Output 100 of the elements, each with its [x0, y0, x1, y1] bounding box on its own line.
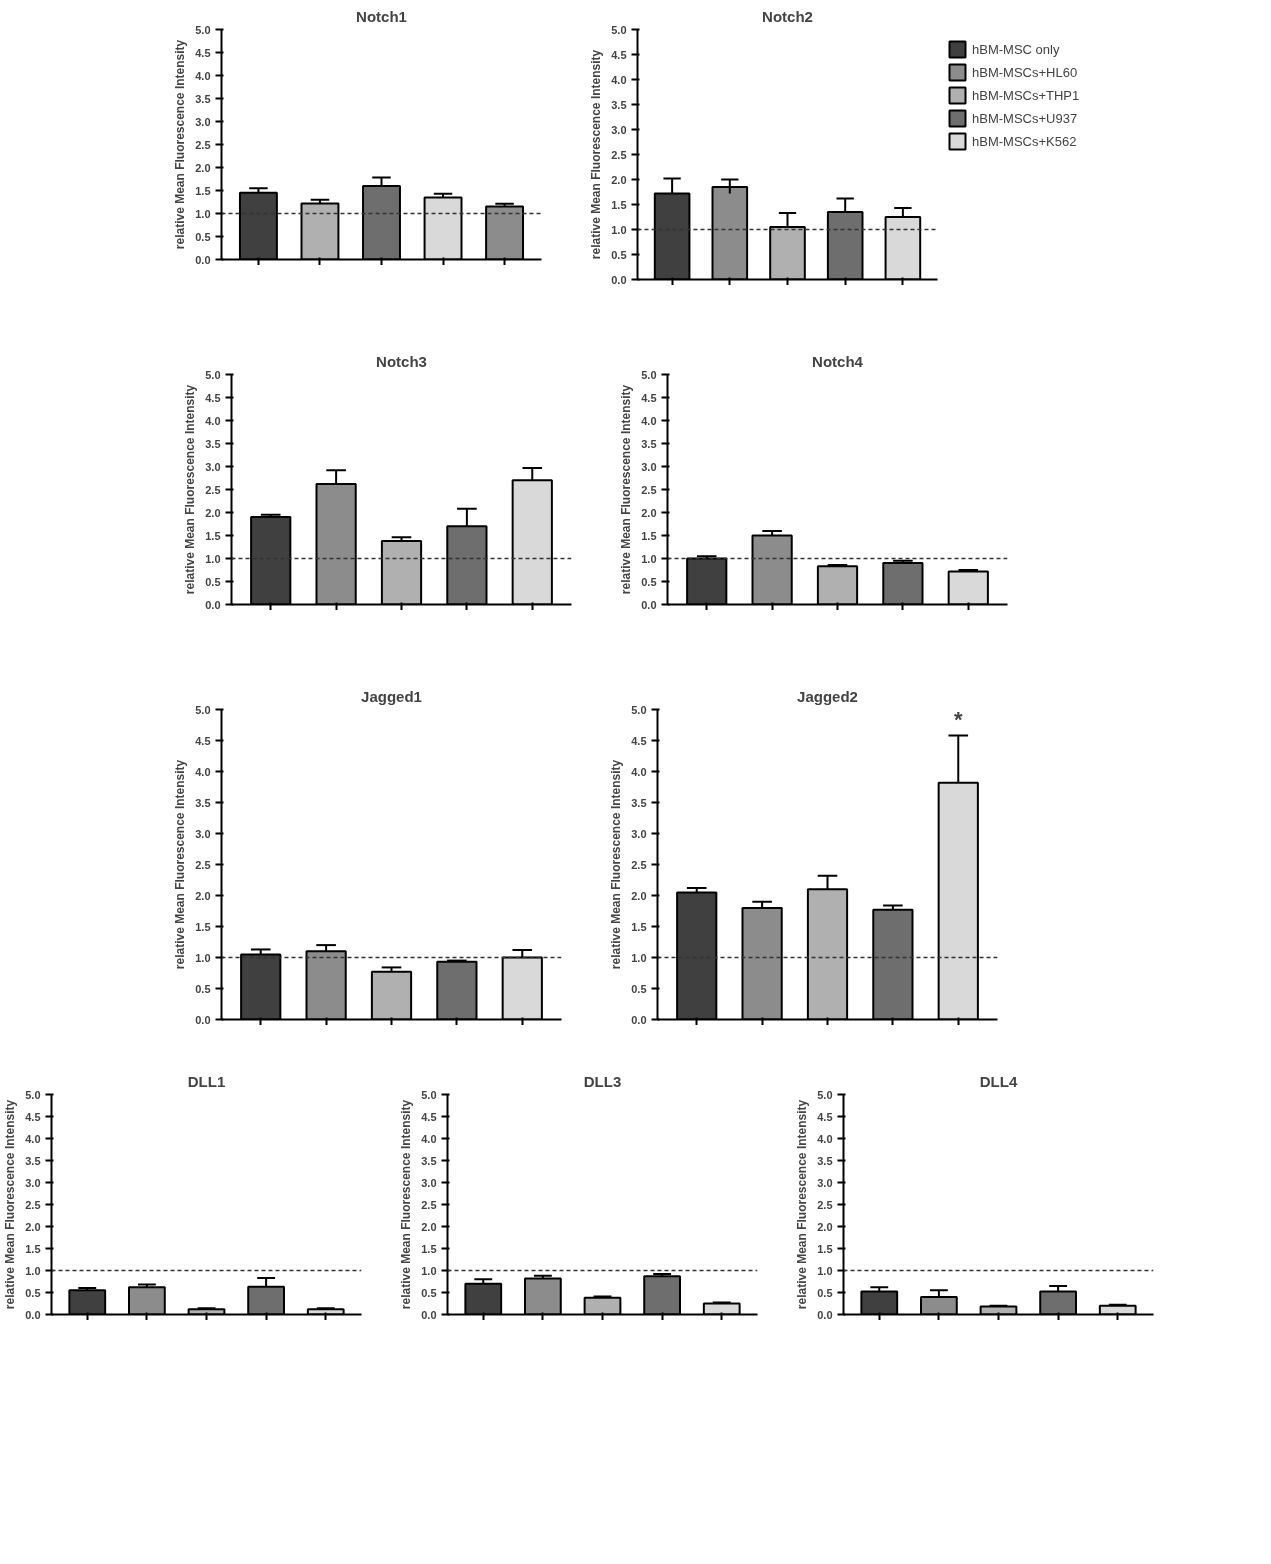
y-tick-label: 2.5 — [421, 1198, 437, 1211]
chart-title: DLL1 — [187, 1072, 226, 1090]
y-tick-label: 0.5 — [205, 575, 221, 588]
y-tick-label: 3.0 — [25, 1176, 41, 1189]
y-tick-label: 4.0 — [631, 765, 647, 778]
y-tick-label: 0.0 — [641, 598, 657, 611]
y-tick-label: 2.0 — [195, 161, 211, 174]
y-tick-label: 0.5 — [421, 1286, 437, 1299]
y-tick-label: 0.0 — [195, 1013, 211, 1026]
y-tick-label: 2.5 — [195, 858, 211, 871]
legend-label: hBM-MSCs+HL60 — [972, 64, 1078, 80]
legend-label: hBM-MSCs+U937 — [972, 110, 1078, 126]
y-tick-label: 1.0 — [195, 951, 211, 964]
y-tick-label: 1.0 — [631, 951, 647, 964]
y-tick-label: 4.0 — [817, 1132, 833, 1145]
y-tick-label: 2.0 — [641, 506, 657, 519]
y-tick-label: 2.5 — [611, 148, 627, 161]
y-tick-label: 3.5 — [817, 1154, 833, 1167]
y-tick-label: 4.5 — [611, 48, 627, 61]
y-tick-label: 4.5 — [195, 46, 211, 59]
y-tick-label: 1.0 — [25, 1264, 41, 1277]
chart-title: Notch2 — [762, 7, 813, 25]
y-axis-title: relative Mean Fluorescence Intensity — [183, 384, 198, 595]
y-tick-label: 5.0 — [611, 23, 627, 36]
y-tick-label: 5.0 — [195, 23, 211, 36]
y-tick-label: 3.0 — [817, 1176, 833, 1189]
chart-title: DLL3 — [583, 1072, 622, 1090]
y-tick-label: 1.5 — [641, 529, 657, 542]
legend-label: hBM-MSCs+THP1 — [972, 87, 1080, 103]
y-tick-label: 1.5 — [421, 1242, 437, 1255]
y-tick-label: 5.0 — [421, 1088, 437, 1101]
y-tick-label: 4.5 — [421, 1110, 437, 1123]
y-tick-label: 4.0 — [25, 1132, 41, 1145]
y-tick-label: 5.0 — [631, 703, 647, 716]
y-tick-label: 1.0 — [611, 223, 627, 236]
y-tick-label: 1.0 — [421, 1264, 437, 1277]
y-tick-label: 3.0 — [195, 115, 211, 128]
y-tick-label: 5.0 — [817, 1088, 833, 1101]
y-tick-label: 5.0 — [641, 368, 657, 381]
y-tick-label: 4.0 — [205, 414, 221, 427]
y-tick-label: 1.5 — [631, 920, 647, 933]
y-tick-label: 2.0 — [631, 889, 647, 902]
y-tick-label: 3.5 — [421, 1154, 437, 1167]
y-tick-label: 1.5 — [205, 529, 221, 542]
y-tick-label: 2.0 — [421, 1220, 437, 1233]
y-tick-label: 3.5 — [195, 92, 211, 105]
y-tick-label: 2.0 — [817, 1220, 833, 1233]
y-tick-label: 4.5 — [195, 734, 211, 747]
chart-title: Notch4 — [812, 352, 864, 370]
y-tick-label: 2.5 — [25, 1198, 41, 1211]
chart-title: Jagged2 — [797, 687, 858, 705]
y-axis-title: relative Mean Fluorescence Intensity — [619, 384, 634, 595]
y-tick-label: 0.5 — [195, 982, 211, 995]
chart-title: Notch3 — [376, 352, 427, 370]
y-tick-label: 2.0 — [611, 173, 627, 186]
y-tick-label: 1.0 — [817, 1264, 833, 1277]
y-tick-label: 5.0 — [195, 703, 211, 716]
y-tick-label: 2.5 — [641, 483, 657, 496]
y-tick-label: 0.0 — [25, 1308, 41, 1321]
y-tick-label: 4.5 — [817, 1110, 833, 1123]
y-axis-title: relative Mean Fluorescence Intensity — [795, 1099, 810, 1310]
y-tick-label: 1.5 — [611, 198, 627, 211]
y-axis-title: relative Mean Fluorescence Intensity — [399, 1099, 414, 1310]
y-axis-title: relative Mean Fluorescence Intensity — [609, 759, 624, 970]
y-tick-label: 2.5 — [817, 1198, 833, 1211]
y-tick-label: 3.0 — [611, 123, 627, 136]
y-tick-label: 0.5 — [631, 982, 647, 995]
y-tick-label: 1.5 — [195, 920, 211, 933]
y-tick-label: 0.0 — [611, 273, 627, 286]
y-tick-label: 2.0 — [205, 506, 221, 519]
chart-title: DLL4 — [979, 1072, 1018, 1090]
y-tick-label: 0.5 — [611, 248, 627, 261]
y-tick-label: 2.0 — [195, 889, 211, 902]
y-axis-title: relative Mean Fluorescence Intensity — [173, 39, 188, 250]
y-tick-label: 1.5 — [817, 1242, 833, 1255]
y-tick-label: 0.5 — [195, 230, 211, 243]
y-tick-label: 3.5 — [611, 98, 627, 111]
y-tick-label: 4.0 — [195, 69, 211, 82]
y-tick-label: 0.0 — [631, 1013, 647, 1026]
y-tick-label: 1.5 — [25, 1242, 41, 1255]
y-tick-label: 1.5 — [195, 184, 211, 197]
y-tick-label: 2.5 — [631, 858, 647, 871]
y-tick-label: 4.5 — [641, 391, 657, 404]
y-tick-label: 0.5 — [25, 1286, 41, 1299]
y-tick-label: 1.0 — [641, 552, 657, 565]
y-tick-label: 3.0 — [421, 1176, 437, 1189]
annotation: * — [953, 706, 963, 732]
y-tick-label: 3.0 — [641, 460, 657, 473]
y-axis-title: relative Mean Fluorescence Intensity — [3, 1099, 18, 1310]
y-tick-label: 1.0 — [205, 552, 221, 565]
y-tick-label: 3.0 — [205, 460, 221, 473]
y-tick-label: 3.0 — [195, 827, 211, 840]
legend-label: hBM-MSCs+K562 — [972, 133, 1077, 149]
y-tick-label: 4.5 — [25, 1110, 41, 1123]
y-tick-label: 3.5 — [631, 796, 647, 809]
y-tick-label: 5.0 — [25, 1088, 41, 1101]
y-tick-label: 0.5 — [641, 575, 657, 588]
y-tick-label: 1.0 — [195, 207, 211, 220]
y-tick-label: 3.5 — [25, 1154, 41, 1167]
y-tick-label: 4.0 — [421, 1132, 437, 1145]
